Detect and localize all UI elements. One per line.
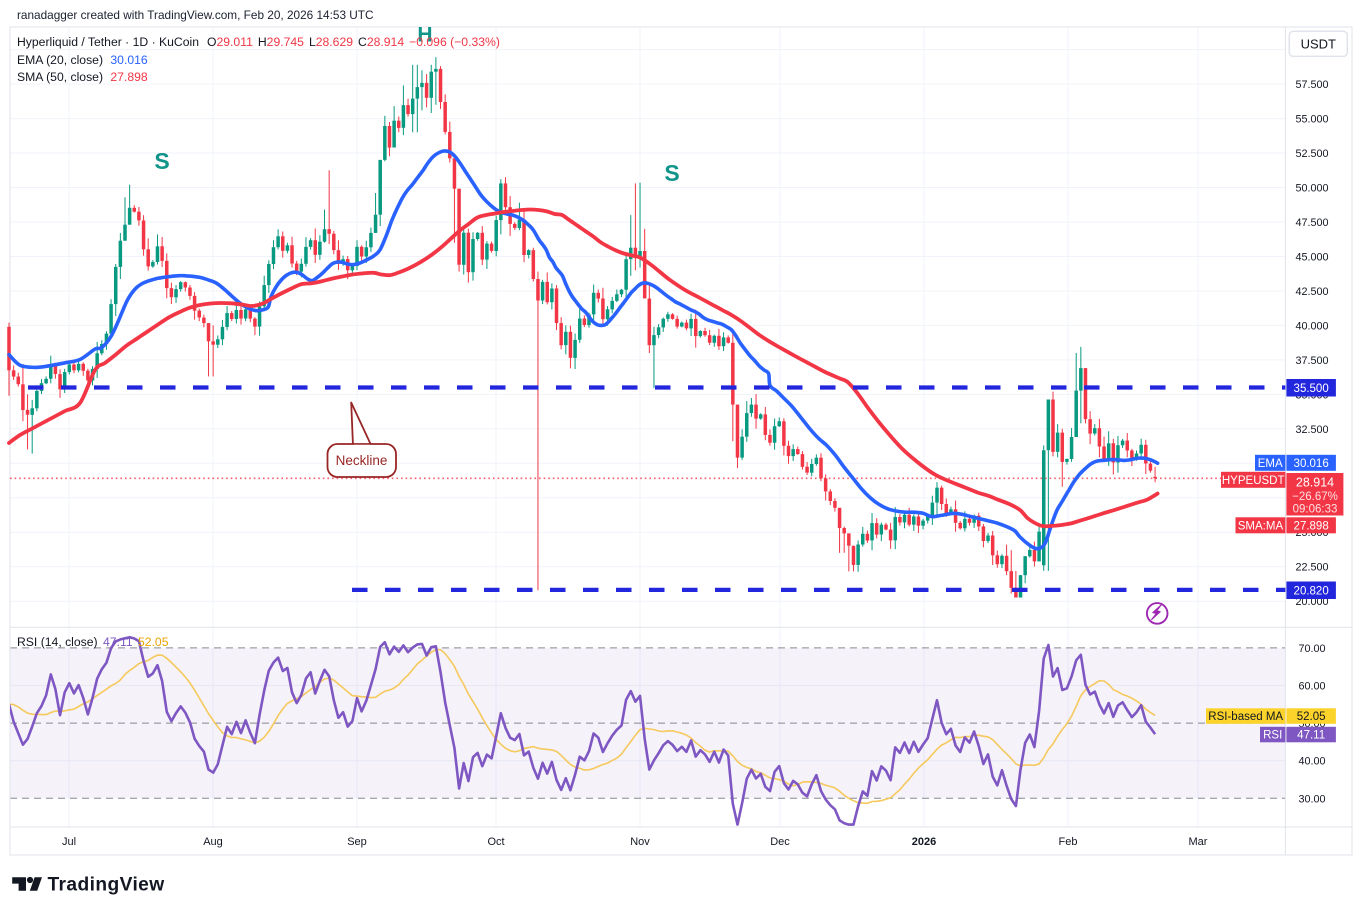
svg-text:30.00: 30.00 xyxy=(1298,793,1325,805)
svg-text:57.500: 57.500 xyxy=(1295,79,1328,91)
svg-text:TradingView: TradingView xyxy=(48,875,165,896)
svg-text:40.000: 40.000 xyxy=(1295,320,1328,332)
svg-text:45.000: 45.000 xyxy=(1295,252,1328,264)
svg-text:52.500: 52.500 xyxy=(1295,148,1328,160)
svg-text:Oct: Oct xyxy=(487,836,504,848)
svg-text:RSI-based MA: RSI-based MA xyxy=(1208,711,1283,723)
svg-text:32.500: 32.500 xyxy=(1295,424,1328,436)
svg-text:Hyperliquid / Tether · 1D · Ku: Hyperliquid / Tether · 1D · KuCoin O29.01… xyxy=(17,35,500,49)
svg-text:−26.67%: −26.67% xyxy=(1292,491,1338,503)
svg-text:37.500: 37.500 xyxy=(1295,355,1328,367)
svg-text:09:06:33: 09:06:33 xyxy=(1293,504,1338,516)
svg-text:40.00: 40.00 xyxy=(1298,756,1325,768)
svg-text:RSI (14, close) 47.11 52.05: RSI (14, close) 47.11 52.05 xyxy=(17,635,169,649)
svg-text:52.05: 52.05 xyxy=(1297,711,1326,723)
svg-text:70.00: 70.00 xyxy=(1298,643,1325,655)
svg-text:20.820: 20.820 xyxy=(1294,585,1329,597)
svg-text:20.000: 20.000 xyxy=(1295,596,1328,608)
svg-text:27.898: 27.898 xyxy=(1294,520,1329,532)
svg-text:Neckline: Neckline xyxy=(336,453,388,468)
svg-text:S: S xyxy=(664,160,679,186)
svg-text:Sep: Sep xyxy=(347,836,367,848)
svg-text:RSI: RSI xyxy=(1263,730,1282,742)
svg-text:H: H xyxy=(417,24,432,47)
svg-text:28.914: 28.914 xyxy=(1296,476,1334,490)
svg-text:Jul: Jul xyxy=(62,836,76,848)
svg-text:Mar: Mar xyxy=(1189,836,1208,848)
svg-text:47.11: 47.11 xyxy=(1297,730,1325,742)
svg-text:Dec: Dec xyxy=(770,836,790,848)
svg-text:HYPEUSDT: HYPEUSDT xyxy=(1222,475,1285,487)
svg-text:S: S xyxy=(154,148,169,174)
svg-text:50.000: 50.000 xyxy=(1295,183,1328,195)
svg-text:SMA:MA: SMA:MA xyxy=(1238,520,1284,532)
svg-text:30.016: 30.016 xyxy=(1294,458,1329,470)
svg-text:EMA (20, close) 30.016: EMA (20, close) 30.016 xyxy=(17,53,148,67)
svg-text:USDT: USDT xyxy=(1301,37,1336,52)
svg-text:Nov: Nov xyxy=(630,836,650,848)
svg-text:42.500: 42.500 xyxy=(1295,286,1328,298)
svg-text:47.500: 47.500 xyxy=(1295,217,1328,229)
svg-text:55.000: 55.000 xyxy=(1295,114,1328,126)
svg-text:22.500: 22.500 xyxy=(1295,562,1328,574)
svg-text:Aug: Aug xyxy=(203,836,223,848)
svg-text:ranadagger created with Tradin: ranadagger created with TradingView.com,… xyxy=(17,8,374,22)
svg-text:2026: 2026 xyxy=(912,836,936,848)
svg-text:35.500: 35.500 xyxy=(1294,383,1329,395)
svg-text:SMA (50, close) 27.898: SMA (50, close) 27.898 xyxy=(17,70,148,84)
svg-text:EMA: EMA xyxy=(1258,458,1283,470)
svg-text:60.00: 60.00 xyxy=(1298,681,1325,693)
svg-text:Feb: Feb xyxy=(1059,836,1078,848)
